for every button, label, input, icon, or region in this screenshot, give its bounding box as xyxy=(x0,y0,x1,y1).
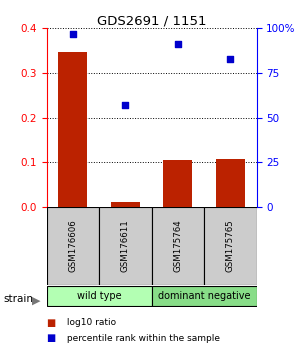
Text: ■: ■ xyxy=(46,333,56,343)
Bar xyxy=(46,207,99,285)
Point xyxy=(175,41,180,47)
Bar xyxy=(152,207,204,285)
Text: ▶: ▶ xyxy=(32,295,41,305)
Point xyxy=(123,102,128,108)
Text: dominant negative: dominant negative xyxy=(158,291,250,301)
Text: GSM176611: GSM176611 xyxy=(121,219,130,273)
Bar xyxy=(216,159,245,207)
Text: GSM175764: GSM175764 xyxy=(173,219,182,273)
Text: percentile rank within the sample: percentile rank within the sample xyxy=(64,333,220,343)
Bar xyxy=(99,207,152,285)
Text: wild type: wild type xyxy=(77,291,121,301)
Point xyxy=(70,31,75,36)
Text: strain: strain xyxy=(3,294,33,304)
Text: log10 ratio: log10 ratio xyxy=(64,318,117,327)
Bar xyxy=(111,202,140,207)
Title: GDS2691 / 1151: GDS2691 / 1151 xyxy=(97,14,206,27)
Text: GSM176606: GSM176606 xyxy=(68,219,77,273)
Bar xyxy=(163,160,192,207)
Bar xyxy=(204,207,256,285)
Point xyxy=(228,56,233,62)
Bar xyxy=(58,52,87,207)
Bar xyxy=(152,286,256,306)
Text: ■: ■ xyxy=(46,318,56,328)
Text: GSM175765: GSM175765 xyxy=(226,219,235,273)
Bar xyxy=(46,286,152,306)
